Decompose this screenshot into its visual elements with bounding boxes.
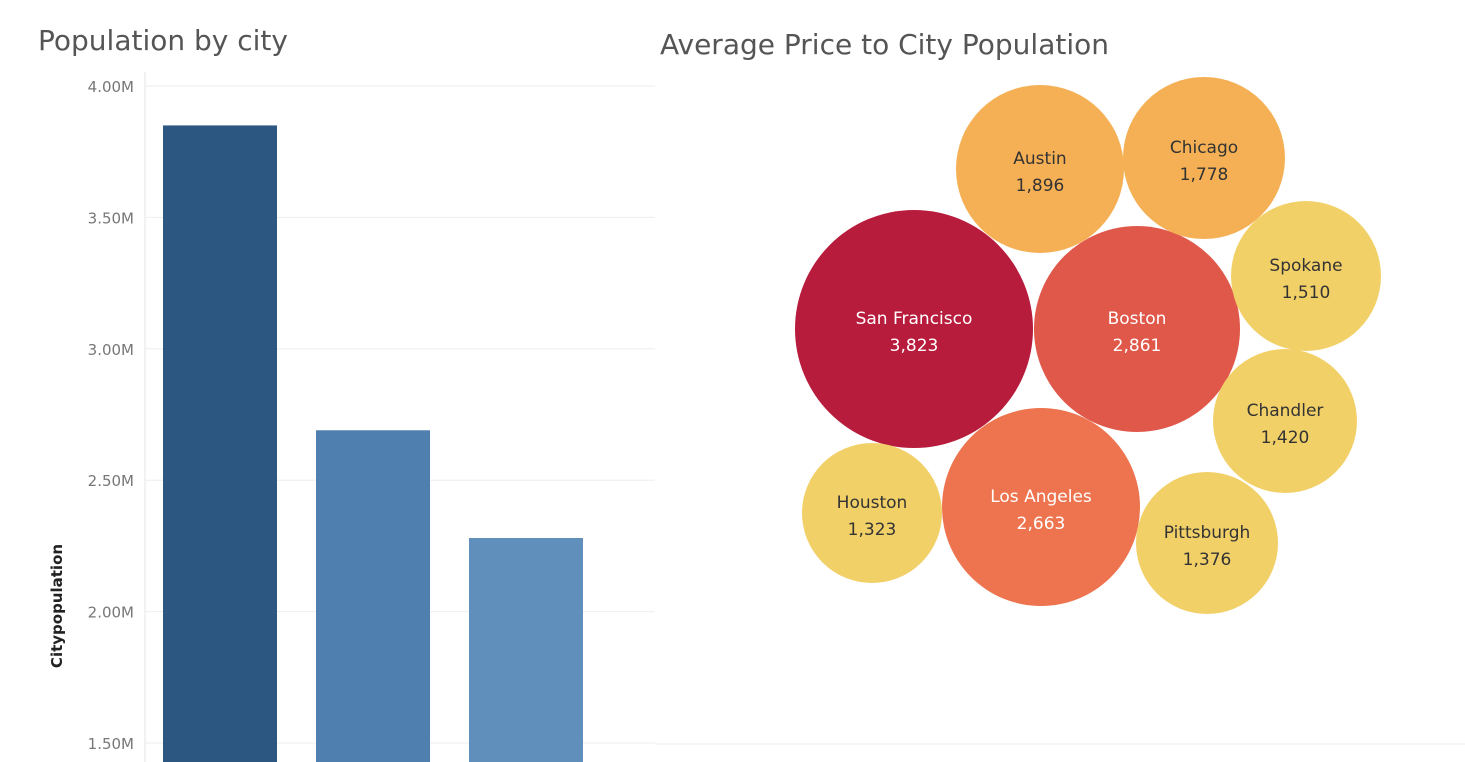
bubble-city-label: Spokane	[1269, 256, 1342, 276]
bubble: Chandler 1,420	[1213, 349, 1357, 493]
bubble: Los Angeles 2,663	[942, 408, 1140, 606]
y-axis-ticks: 4.00M 3.50M 3.00M 2.50M 2.00M 1.50M	[88, 78, 134, 753]
bubble: San Francisco 3,823	[795, 210, 1033, 448]
y-tick-label: 4.00M	[88, 78, 134, 96]
bubble-value-label: 1,896	[1016, 176, 1065, 196]
bubble-circle	[1034, 226, 1240, 432]
bar-chart: Population by city Citypopulation 4.00M 3…	[38, 24, 655, 762]
bar-chart-title: Population by city	[38, 24, 288, 57]
bubble-city-label: Austin	[1013, 149, 1066, 169]
bubble-value-label: 3,823	[890, 336, 939, 356]
bubble-circle	[942, 408, 1140, 606]
bubble: Houston 1,323	[802, 443, 942, 583]
bubble-city-label: Houston	[837, 493, 908, 513]
bubble-city-label: Los Angeles	[990, 487, 1092, 507]
bubble: Austin 1,896	[956, 85, 1124, 253]
y-tick-label: 2.00M	[88, 604, 134, 622]
bubble: Chicago 1,778	[1123, 77, 1285, 239]
bar	[469, 538, 583, 762]
bubble-circle	[1231, 201, 1381, 351]
bubble-value-label: 1,510	[1282, 283, 1331, 303]
bar	[163, 125, 277, 762]
bubble-city-label: San Francisco	[856, 309, 973, 329]
bubble-city-label: Boston	[1108, 309, 1167, 329]
bar-series	[163, 125, 583, 762]
bubble-city-label: Chicago	[1170, 138, 1238, 158]
bar	[316, 430, 430, 762]
bubble-circle	[1136, 472, 1278, 614]
bubble-city-label: Pittsburgh	[1164, 523, 1251, 543]
bubble: Pittsburgh 1,376	[1136, 472, 1278, 614]
bubble-circle	[802, 443, 942, 583]
bubble-city-label: Chandler	[1247, 401, 1324, 421]
y-tick-label: 3.50M	[88, 209, 134, 227]
bubble-circle	[1213, 349, 1357, 493]
bubble-series: San Francisco 3,823 Boston 2,861 Los Angeles…	[795, 77, 1381, 614]
y-axis-title: Citypopulation	[48, 544, 66, 668]
bubble-circle	[795, 210, 1033, 448]
bubble-value-label: 2,861	[1113, 336, 1162, 356]
bubble-chart-title: Average Price to City Population	[660, 28, 1109, 61]
bubble: Spokane 1,510	[1231, 201, 1381, 351]
bubble-value-label: 1,778	[1180, 165, 1229, 185]
bubble-value-label: 1,376	[1183, 550, 1232, 570]
bubble-value-label: 1,323	[848, 520, 897, 540]
bubble: Boston 2,861	[1034, 226, 1240, 432]
bubble-value-label: 2,663	[1017, 514, 1066, 534]
y-tick-label: 3.00M	[88, 341, 134, 359]
y-tick-label: 2.50M	[88, 472, 134, 490]
bubble-circle	[956, 85, 1124, 253]
y-tick-label: 1.50M	[88, 735, 134, 753]
bubble-value-label: 1,420	[1261, 428, 1310, 448]
bubble-circle	[1123, 77, 1285, 239]
